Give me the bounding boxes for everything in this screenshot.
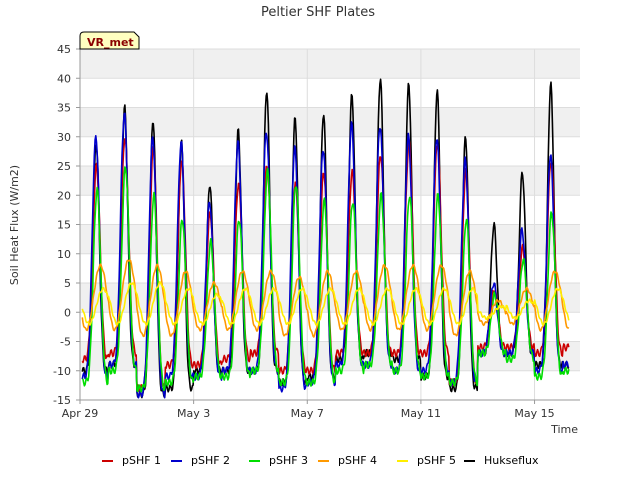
x-tick-label: Apr 29 xyxy=(62,407,99,420)
y-tick-label: 10 xyxy=(57,248,71,261)
y-tick-label: 30 xyxy=(57,131,71,144)
y-tick-label: 5 xyxy=(64,277,71,290)
x-tick-label: May 15 xyxy=(514,407,554,420)
plot-band xyxy=(80,166,580,196)
legend-item-hukseflux: Hukseflux xyxy=(464,454,539,467)
y-tick-label: -5 xyxy=(60,336,71,349)
legend: pSHF 1 pSHF 2 pSHF 3 pSHF 4 pSHF 5 Hukseflux xyxy=(102,454,539,467)
y-tick-label: 35 xyxy=(57,102,71,115)
x-tick-labels: Apr 29 May 3 May 7 May 11 May 15 xyxy=(62,400,555,420)
x-axis-label: Time xyxy=(550,423,578,436)
y-tick-label: -10 xyxy=(53,365,71,378)
x-tick-label: May 11 xyxy=(401,407,441,420)
legend-label: pSHF 3 xyxy=(269,454,308,467)
y-tick-label: 0 xyxy=(64,306,71,319)
y-tick-labels: -15 -10 -5 0 5 10 15 20 25 30 35 40 45 xyxy=(53,43,80,407)
legend-item-pshf-2: pSHF 2 xyxy=(171,454,230,467)
y-tick-label: 45 xyxy=(57,43,71,56)
legend-item-pshf-1: pSHF 1 xyxy=(102,454,161,467)
plot-band xyxy=(80,224,580,254)
y-tick-label: 20 xyxy=(57,189,71,202)
legend-label: pSHF 5 xyxy=(417,454,456,467)
chart-title: Peltier SHF Plates xyxy=(261,5,375,20)
badge-shape xyxy=(79,31,140,50)
y-axis-label: Soil Heat Flux (W/m2) xyxy=(8,165,21,285)
y-tick-label: 25 xyxy=(57,160,71,173)
legend-label: pSHF 1 xyxy=(122,454,161,467)
x-tick-label: May 3 xyxy=(177,407,210,420)
legend-label: pSHF 4 xyxy=(338,454,377,467)
series-lines xyxy=(81,78,570,399)
series-line-pshf-3 xyxy=(81,166,570,393)
y-tick-label: 40 xyxy=(57,72,71,85)
legend-item-pshf-3: pSHF 3 xyxy=(249,454,308,467)
plot-band xyxy=(80,107,580,137)
legend-item-pshf-5: pSHF 5 xyxy=(397,454,456,467)
series-line-pshf-5 xyxy=(81,280,570,327)
y-tick-label: 15 xyxy=(57,219,71,232)
legend-label: Hukseflux xyxy=(484,454,539,467)
y-tick-label: -15 xyxy=(53,394,71,407)
series-line-pshf-4 xyxy=(81,259,570,338)
plot-band xyxy=(80,49,580,79)
legend-item-pshf-4: pSHF 4 xyxy=(318,454,377,467)
badge-label: VR_met xyxy=(87,36,134,49)
vr-met-badge: VR_met xyxy=(79,31,140,50)
x-tick-label: May 7 xyxy=(291,407,324,420)
legend-label: pSHF 2 xyxy=(191,454,230,467)
